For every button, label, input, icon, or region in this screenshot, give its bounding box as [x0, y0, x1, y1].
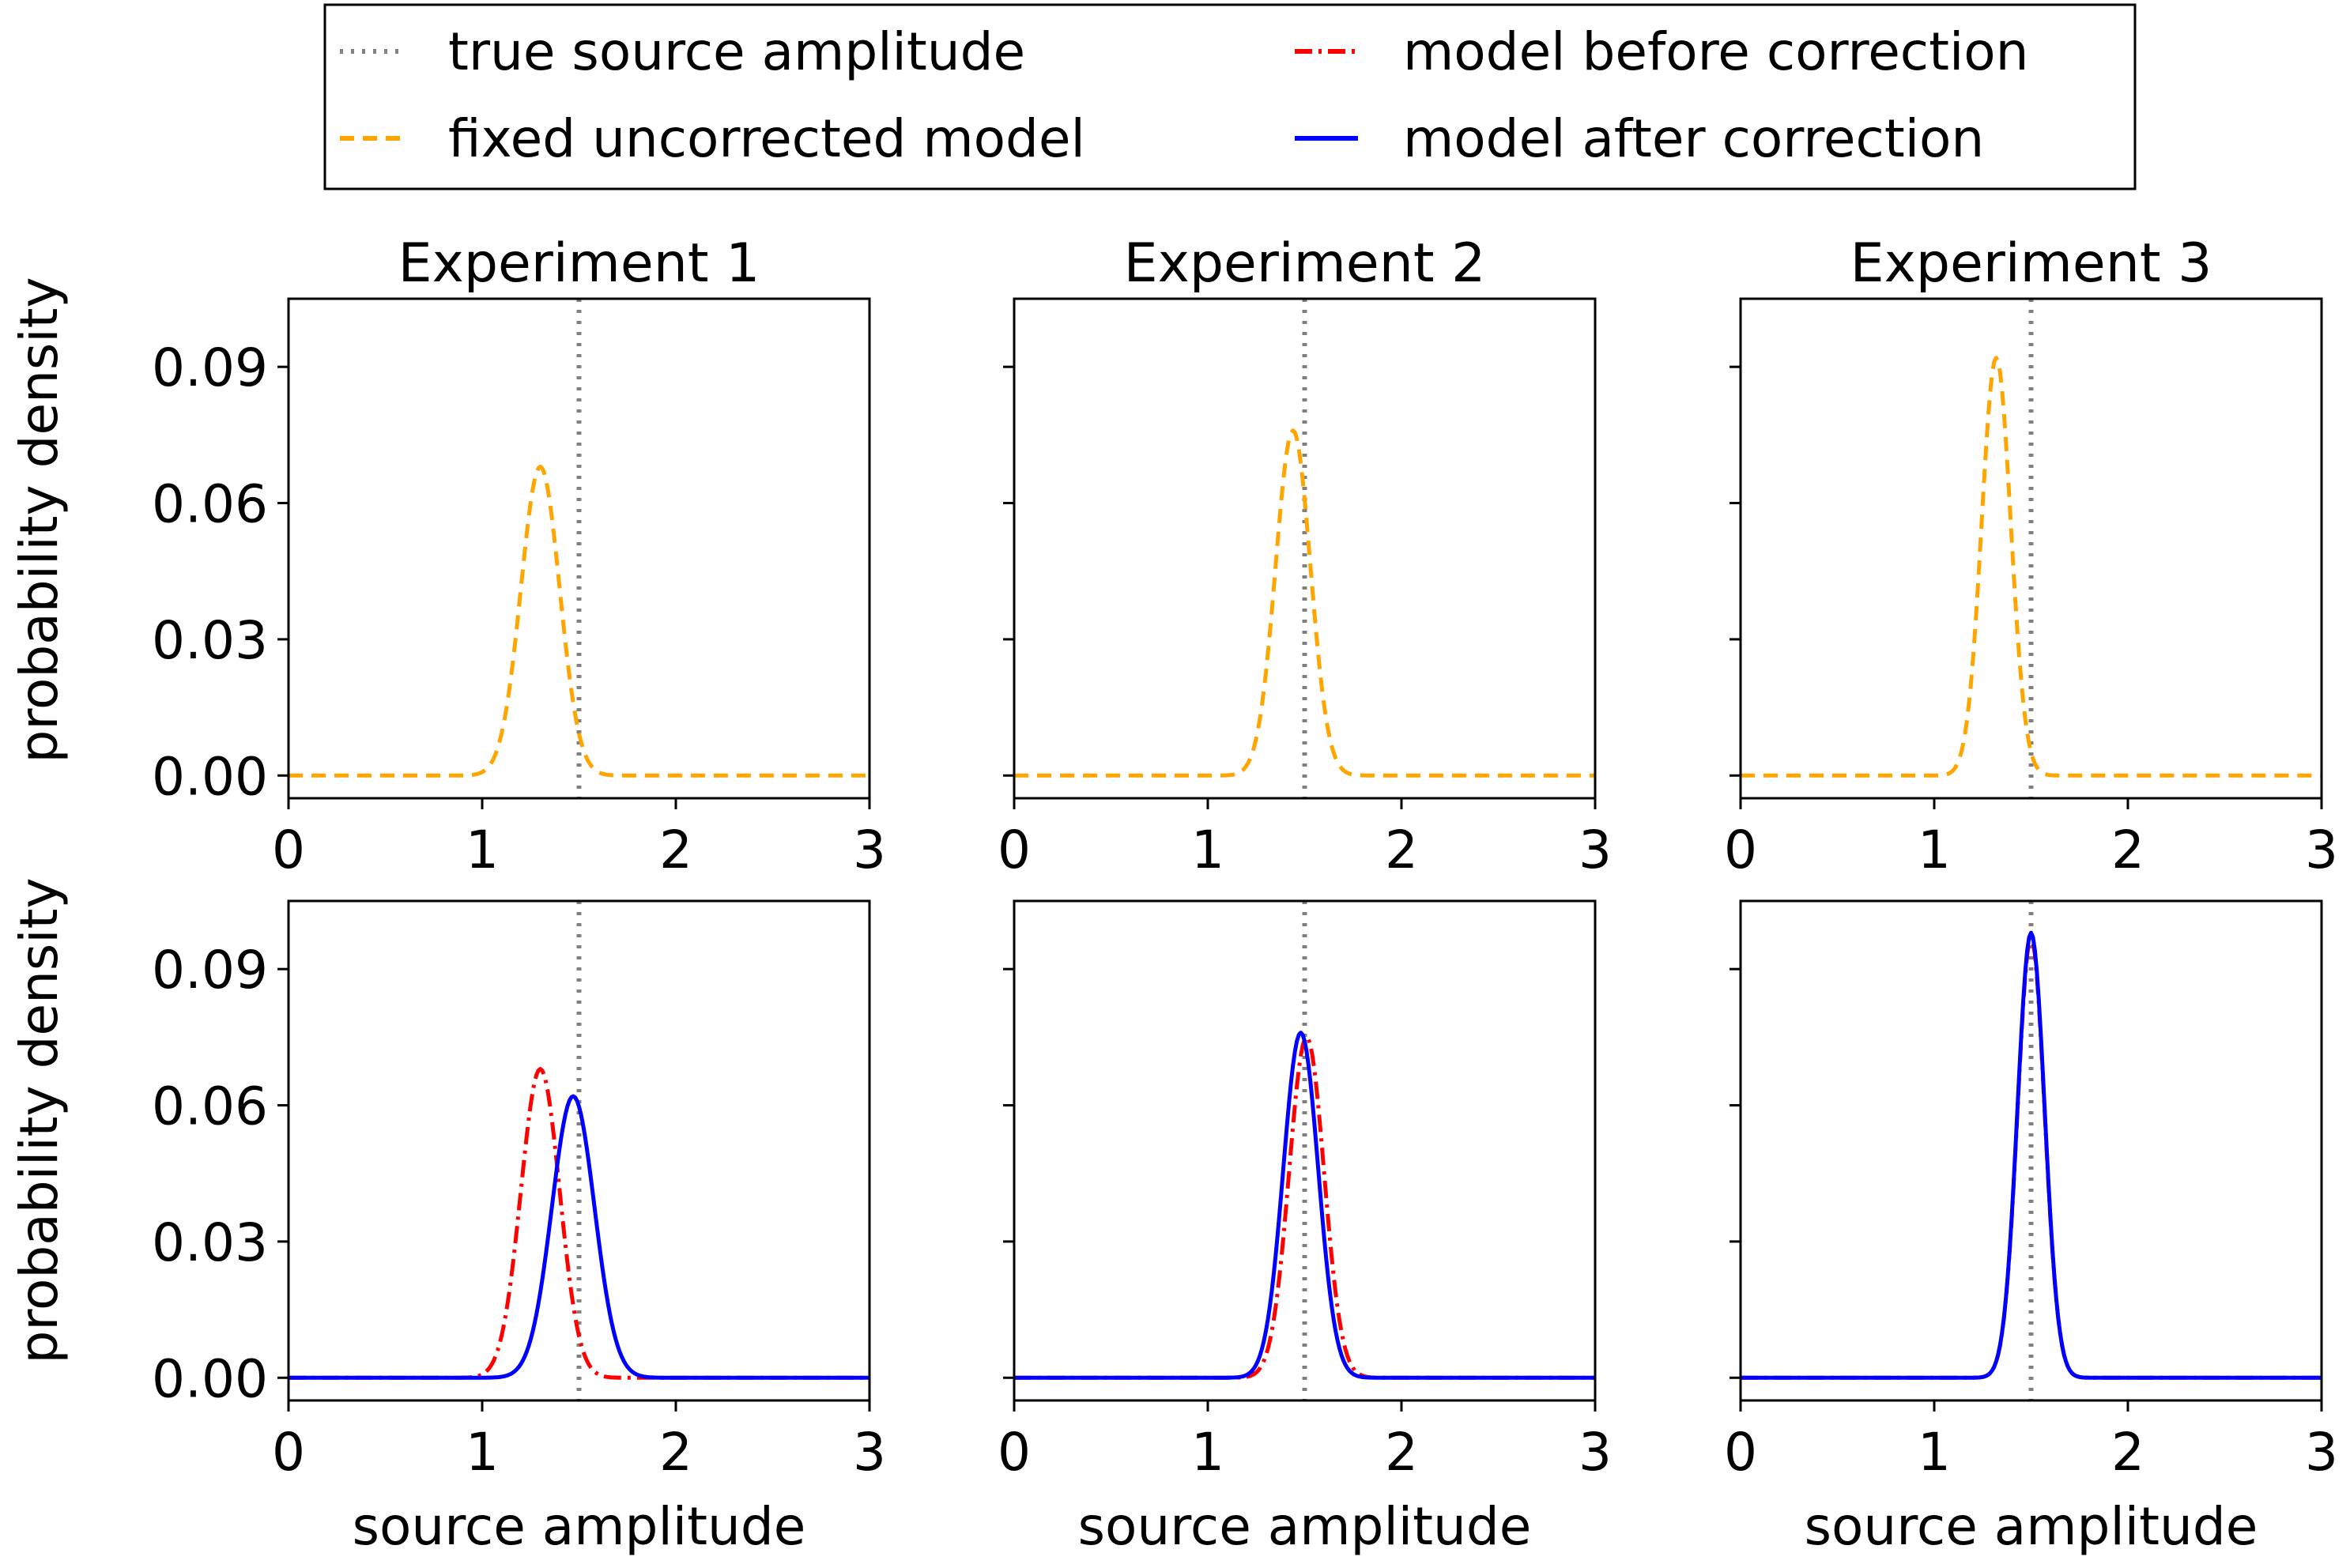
- axes-frame-r2c2: [1013, 899, 1597, 1402]
- axes-frame-r2c3: [1739, 899, 2323, 1402]
- panel-grid: 0 1 2 3 0.00 0.03 0.06 0.09 Experiment 1 0 1 2 3 Expe…: [152, 232, 2338, 1557]
- series-before-r2c2: [1013, 1035, 1596, 1380]
- ylabel-row1: probability density: [9, 277, 70, 763]
- axes-frame-r1c2: [1013, 297, 1597, 800]
- series-after-r2c1: [288, 1094, 870, 1380]
- ytick-label-r1c1-1: 0.03: [152, 610, 268, 671]
- axes-frame-r1c1: [287, 297, 871, 800]
- xtick-label-r1c3-0: 0: [1724, 820, 1757, 880]
- xtick-label-r2c3-1: 1: [1918, 1422, 1951, 1483]
- xtick-label-r2c1-2: 2: [659, 1422, 692, 1483]
- series-after-r2c2: [1013, 1031, 1596, 1380]
- legend-frame: [323, 3, 2137, 190]
- xtick-label-r1c3-3: 3: [2305, 820, 2338, 880]
- panel-r1c3: 0 1 2 3 Experiment 3: [1724, 232, 2338, 880]
- xtick-label-r1c1-1: 1: [466, 820, 499, 880]
- xtick-label-r1c2-2: 2: [1385, 820, 1418, 880]
- xtick-label-r2c2-3: 3: [1579, 1422, 1612, 1483]
- xtick-label-r2c3-3: 3: [2305, 1422, 2338, 1483]
- xtick-label-r1c3-1: 1: [1918, 820, 1951, 880]
- xtick-label-r1c2-1: 1: [1191, 820, 1224, 880]
- xtick-label-r2c2-2: 2: [1385, 1422, 1418, 1483]
- ytick-label-r1c1-2: 0.06: [152, 474, 268, 535]
- panel-r1c2: 0 1 2 3 Experiment 2: [998, 232, 1612, 880]
- panel-r2c1: 0 1 2 3 0.00 0.03 0.06 0.09 source amplitude: [152, 899, 886, 1557]
- legend-label-after: model after correction: [1403, 108, 1984, 169]
- title-experiment-1: Experiment 1: [398, 232, 760, 295]
- series-fixed-r1c2: [1013, 428, 1596, 778]
- series-fixed-r1c1: [288, 465, 870, 778]
- xtick-label-r1c3-2: 2: [2111, 820, 2144, 880]
- legend-label-before: model before correction: [1403, 21, 2029, 82]
- xtick-label-r2c2-1: 1: [1191, 1422, 1224, 1483]
- xlabel-r2c1: source amplitude: [353, 1496, 806, 1557]
- series-fixed-r1c3: [1740, 356, 2322, 778]
- xlabel-r2c3: source amplitude: [1805, 1496, 2258, 1557]
- xtick-label-r2c3-0: 0: [1724, 1422, 1757, 1483]
- legend-label-fixed: fixed uncorrected model: [448, 108, 1085, 169]
- xtick-label-r2c1-0: 0: [272, 1422, 305, 1483]
- title-experiment-3: Experiment 3: [1850, 232, 2212, 295]
- axes-frame-r2c1: [287, 899, 871, 1402]
- xtick-label-r2c1-3: 3: [853, 1422, 886, 1483]
- ylabel-row2: probability density: [9, 877, 70, 1363]
- panel-r1c1: 0 1 2 3 0.00 0.03 0.06 0.09 Experiment 1: [152, 232, 886, 880]
- ytick-label-r2c1-3: 0.09: [152, 940, 268, 1001]
- xlabel-r2c2: source amplitude: [1078, 1496, 1532, 1557]
- legend-label-true: true source amplitude: [448, 21, 1025, 82]
- xtick-label-r2c1-1: 1: [466, 1422, 499, 1483]
- xtick-label-r1c2-3: 3: [1579, 820, 1612, 880]
- ytick-label-r1c1-3: 0.09: [152, 337, 268, 398]
- axes-frame-r1c3: [1739, 297, 2323, 800]
- xtick-label-r1c1-0: 0: [272, 820, 305, 880]
- series-after-r2c3: [1740, 930, 2322, 1380]
- xtick-label-r2c3-2: 2: [2111, 1422, 2144, 1483]
- xtick-label-r1c1-2: 2: [659, 820, 692, 880]
- xtick-label-r1c1-3: 3: [853, 820, 886, 880]
- xtick-label-r2c2-0: 0: [998, 1422, 1031, 1483]
- xtick-label-r1c2-0: 0: [998, 820, 1031, 880]
- panel-r2c3: 0 1 2 3 source amplitude: [1724, 899, 2338, 1557]
- title-experiment-2: Experiment 2: [1124, 232, 1486, 295]
- ytick-label-r2c1-2: 0.06: [152, 1076, 268, 1137]
- legend: true source amplitude fixed uncorrected …: [323, 3, 2137, 190]
- ytick-label-r2c1-1: 0.03: [152, 1212, 268, 1273]
- ytick-label-r2c1-0: 0.00: [152, 1348, 268, 1409]
- ytick-label-r1c1-0: 0.00: [152, 746, 268, 807]
- panel-r2c2: 0 1 2 3 source amplitude: [998, 899, 1612, 1557]
